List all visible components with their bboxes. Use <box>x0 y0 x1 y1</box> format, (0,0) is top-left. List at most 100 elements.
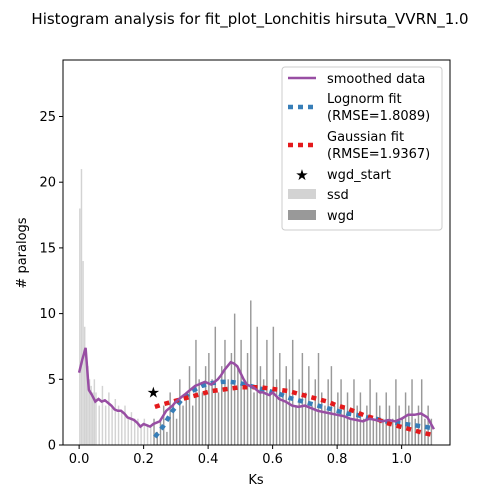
wgd-bar <box>401 418 404 445</box>
legend-gaussian-rmse: (RMSE=1.9367) <box>327 147 430 162</box>
x-tick-label: 0.4 <box>198 452 219 467</box>
ssd-bar <box>108 392 110 445</box>
wgd-bar <box>182 405 184 445</box>
wgd-bar <box>285 366 287 445</box>
wgd-bar <box>317 353 320 445</box>
y-tick-label: 5 <box>48 373 56 388</box>
wgd-bar <box>304 392 307 445</box>
legend-star-icon: ★ <box>295 166 308 184</box>
ssd-bar <box>121 412 123 445</box>
wgd-bar <box>233 313 236 445</box>
y-tick-label: 15 <box>39 241 56 256</box>
wgd-bar <box>227 379 229 445</box>
legend-box <box>281 66 443 231</box>
wgd-bar <box>250 300 252 445</box>
wgd-bar <box>343 405 346 445</box>
ssd-bar <box>92 392 94 445</box>
ssd-bar <box>88 379 91 445</box>
wgd-bar <box>372 418 375 445</box>
legend-smoothed-label: smoothed data <box>327 72 425 87</box>
wgd-bar <box>230 353 233 445</box>
wgd-bar <box>208 353 210 445</box>
wgd-bar <box>175 418 178 445</box>
ssd-bar <box>95 392 97 445</box>
wgd-bar <box>350 418 352 445</box>
x-tick-label: 0.6 <box>262 452 283 467</box>
ssd-bar <box>98 405 100 445</box>
ssd-bar <box>90 385 92 445</box>
ssd-bars <box>79 169 152 445</box>
ssd-bar <box>130 412 133 445</box>
y-axis-label: # paralogs <box>15 217 30 288</box>
wgd-bar <box>369 379 371 445</box>
wgd-bar <box>217 392 220 445</box>
wgd-bar <box>308 366 310 445</box>
ssd-bar <box>80 169 83 445</box>
wgd-bar <box>266 339 268 445</box>
legend-lognorm-label: Lognorm fit <box>327 92 402 107</box>
x-axis-label: Ks <box>248 473 264 488</box>
wgd-bar <box>362 418 365 445</box>
wgd-bar <box>153 418 155 445</box>
wgd-bar <box>311 405 313 445</box>
ssd-bar <box>93 379 96 445</box>
wgd-bar <box>185 392 188 445</box>
ssd-bar <box>143 418 146 445</box>
ssd-bar <box>111 405 113 445</box>
ssd-bar <box>137 418 139 445</box>
wgd-bar <box>198 379 200 445</box>
wgd-bar <box>259 366 262 445</box>
wgd-bar <box>156 431 158 445</box>
wgd-bar <box>221 366 223 445</box>
ssd-bar <box>150 425 152 445</box>
legend-wgd-label: wgd <box>327 209 354 224</box>
wgd-bar <box>366 405 368 445</box>
ssd-bar <box>127 418 129 445</box>
ssd-bar <box>117 405 120 445</box>
wgd-bar <box>379 405 381 445</box>
y-tick-label: 25 <box>39 110 56 125</box>
wgd-bar <box>395 379 397 445</box>
wgd-bar <box>301 353 304 445</box>
wgd-bar <box>430 418 433 445</box>
y-tick-label: 20 <box>39 176 56 191</box>
wgd-bar <box>282 392 284 445</box>
wgd-bar <box>411 379 413 445</box>
legend-lognorm-rmse: (RMSE=1.8089) <box>327 109 430 124</box>
wgd-bar <box>201 392 204 445</box>
legend-wgd-swatch <box>288 210 316 220</box>
y-tick-label: 10 <box>39 307 56 322</box>
wgd-bar <box>192 405 194 445</box>
wgd-bar <box>414 418 416 445</box>
wgd-bar <box>159 418 162 445</box>
x-tick-label: 1.0 <box>391 452 412 467</box>
wgd-bar <box>353 379 355 445</box>
wgd-bar <box>288 379 291 445</box>
wgd-start-star-icon: ★ <box>147 383 160 401</box>
ssd-bar <box>104 405 107 445</box>
y-axis-ticks: 0 5 10 15 20 25 <box>39 110 63 454</box>
legend-ssd-label: ssd <box>327 188 349 203</box>
wgd-bar <box>275 379 278 445</box>
ssd-bar <box>79 208 81 445</box>
wgd-bar <box>243 379 246 445</box>
wgd-bar <box>295 405 297 445</box>
wgd-bar <box>391 418 394 445</box>
ssd-bar <box>87 366 89 445</box>
wgd-bar <box>382 418 384 445</box>
wgd-bar <box>321 392 323 445</box>
wgd-bar <box>237 366 239 445</box>
wgd-bar <box>172 405 175 445</box>
wgd-bar <box>333 405 336 445</box>
wgd-bar <box>166 431 168 445</box>
wgd-bar <box>359 392 362 445</box>
wgd-bar <box>240 339 242 445</box>
wgd-bar <box>246 353 249 445</box>
wgd-bar <box>404 392 407 445</box>
x-tick-label: 0.2 <box>133 452 154 467</box>
x-tick-label: 0.8 <box>327 452 348 467</box>
x-axis-ticks: 0.0 0.2 0.4 0.6 0.8 1.0 <box>69 445 412 467</box>
wgd-bar <box>420 379 423 445</box>
wgd-bar <box>195 339 197 445</box>
wgd-bar <box>188 366 191 445</box>
